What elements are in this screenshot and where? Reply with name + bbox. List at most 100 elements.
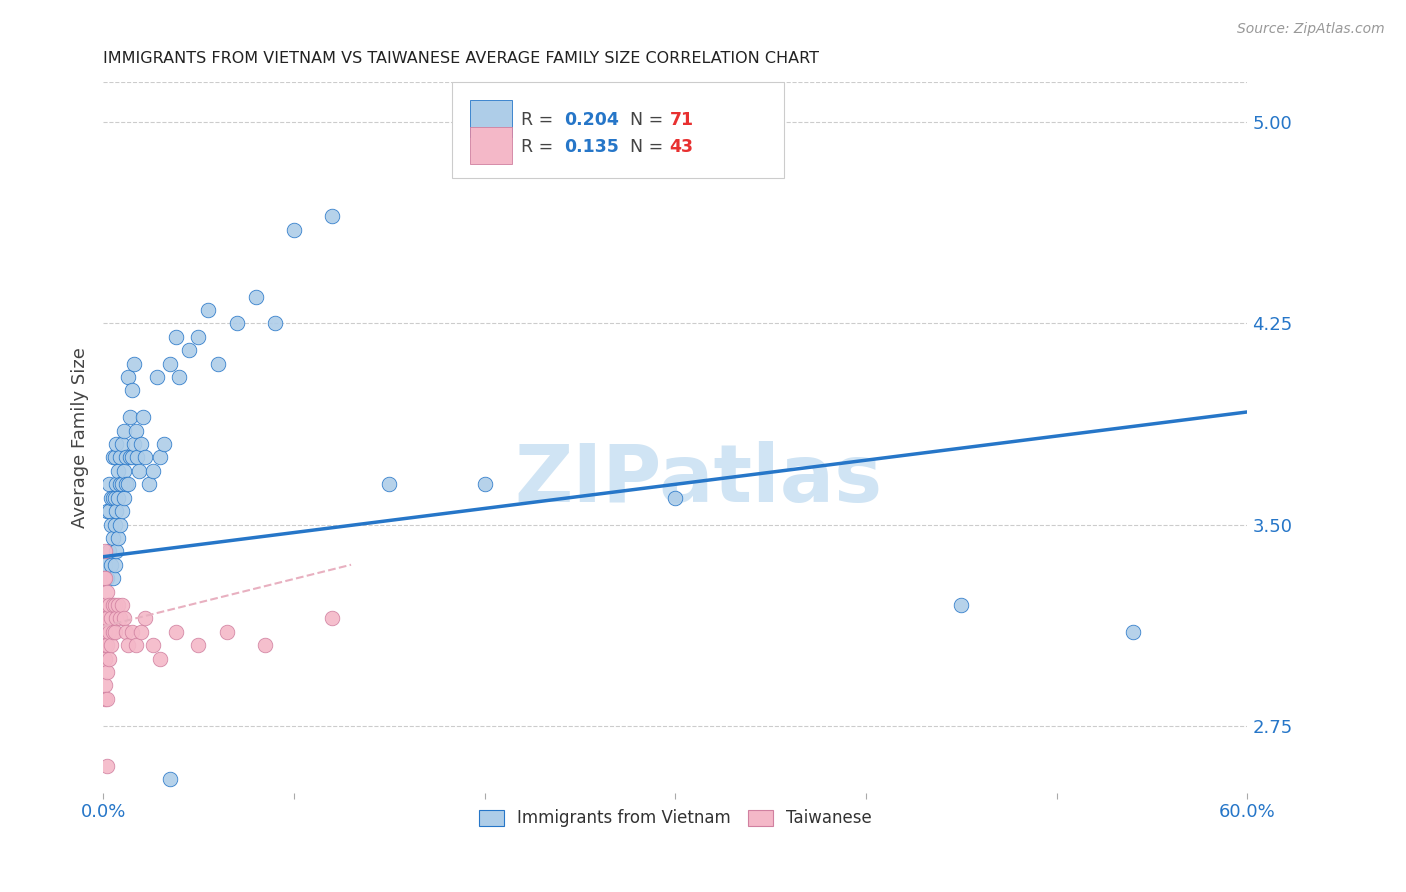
Point bbox=[107, 598, 129, 612]
Text: 43: 43 bbox=[669, 137, 693, 156]
Point bbox=[94, 624, 117, 639]
Point bbox=[115, 477, 138, 491]
Point bbox=[97, 651, 120, 665]
Point bbox=[115, 450, 138, 465]
Point bbox=[664, 491, 686, 505]
Point bbox=[97, 544, 120, 558]
Point bbox=[118, 450, 141, 465]
Point bbox=[94, 571, 117, 585]
Point bbox=[112, 464, 135, 478]
Point bbox=[100, 558, 122, 572]
Point bbox=[118, 410, 141, 425]
Point bbox=[145, 370, 167, 384]
Point bbox=[96, 584, 118, 599]
Point bbox=[115, 624, 138, 639]
Point bbox=[283, 222, 305, 236]
Point bbox=[93, 598, 115, 612]
Point bbox=[124, 424, 146, 438]
Point bbox=[97, 504, 120, 518]
Point bbox=[121, 450, 143, 465]
Point bbox=[94, 558, 117, 572]
Point bbox=[103, 624, 125, 639]
Point bbox=[474, 477, 496, 491]
Text: R =: R = bbox=[520, 137, 558, 156]
Point bbox=[142, 638, 165, 652]
Point bbox=[101, 571, 124, 585]
Point bbox=[950, 598, 973, 612]
FancyBboxPatch shape bbox=[471, 127, 512, 164]
Point bbox=[101, 491, 124, 505]
Point bbox=[103, 558, 125, 572]
Point bbox=[112, 491, 135, 505]
Point bbox=[94, 638, 117, 652]
Text: Source: ZipAtlas.com: Source: ZipAtlas.com bbox=[1237, 22, 1385, 37]
Point bbox=[121, 624, 143, 639]
Point bbox=[117, 477, 139, 491]
Point bbox=[105, 504, 128, 518]
Point bbox=[207, 357, 229, 371]
Point bbox=[124, 638, 146, 652]
Text: 71: 71 bbox=[669, 111, 693, 128]
Text: R =: R = bbox=[520, 111, 558, 128]
Point bbox=[100, 611, 122, 625]
Point bbox=[138, 477, 160, 491]
Text: IMMIGRANTS FROM VIETNAM VS TAIWANESE AVERAGE FAMILY SIZE CORRELATION CHART: IMMIGRANTS FROM VIETNAM VS TAIWANESE AVE… bbox=[103, 51, 820, 66]
Point bbox=[97, 477, 120, 491]
Point bbox=[187, 330, 209, 344]
Point bbox=[105, 477, 128, 491]
Point bbox=[177, 343, 200, 358]
Point bbox=[165, 624, 187, 639]
Point bbox=[217, 624, 239, 639]
Point bbox=[112, 424, 135, 438]
Point bbox=[129, 437, 152, 451]
Point bbox=[100, 638, 122, 652]
Point bbox=[94, 651, 117, 665]
Point bbox=[103, 598, 125, 612]
Point bbox=[96, 759, 118, 773]
Point bbox=[96, 611, 118, 625]
Point bbox=[96, 665, 118, 679]
Point bbox=[96, 638, 118, 652]
Point bbox=[165, 330, 187, 344]
Text: 0.204: 0.204 bbox=[564, 111, 619, 128]
Point bbox=[96, 691, 118, 706]
Point bbox=[187, 638, 209, 652]
Point bbox=[117, 638, 139, 652]
Point bbox=[101, 624, 124, 639]
Point bbox=[254, 638, 277, 652]
Point bbox=[103, 491, 125, 505]
Point bbox=[101, 598, 124, 612]
Point bbox=[127, 450, 149, 465]
Point bbox=[117, 370, 139, 384]
Point bbox=[96, 504, 118, 518]
Point bbox=[100, 491, 122, 505]
Point bbox=[1122, 624, 1144, 639]
Point bbox=[159, 357, 181, 371]
Y-axis label: Average Family Size: Average Family Size bbox=[72, 347, 89, 528]
Point bbox=[111, 477, 134, 491]
Point bbox=[110, 450, 132, 465]
Point bbox=[101, 450, 124, 465]
Point bbox=[94, 611, 117, 625]
Text: N =: N = bbox=[630, 137, 668, 156]
Point bbox=[153, 437, 176, 451]
Point bbox=[134, 450, 156, 465]
Point bbox=[321, 611, 343, 625]
Point bbox=[263, 317, 285, 331]
Point bbox=[121, 384, 143, 398]
Point bbox=[111, 598, 134, 612]
Point bbox=[149, 450, 172, 465]
Point bbox=[107, 531, 129, 545]
Point bbox=[129, 624, 152, 639]
Point bbox=[94, 678, 117, 692]
Point bbox=[122, 437, 145, 451]
Point bbox=[105, 611, 128, 625]
Point bbox=[110, 477, 132, 491]
Point bbox=[149, 651, 172, 665]
Point bbox=[112, 611, 135, 625]
Point bbox=[97, 624, 120, 639]
Point bbox=[97, 598, 120, 612]
Point bbox=[378, 477, 401, 491]
Point bbox=[159, 772, 181, 787]
Point bbox=[132, 410, 155, 425]
